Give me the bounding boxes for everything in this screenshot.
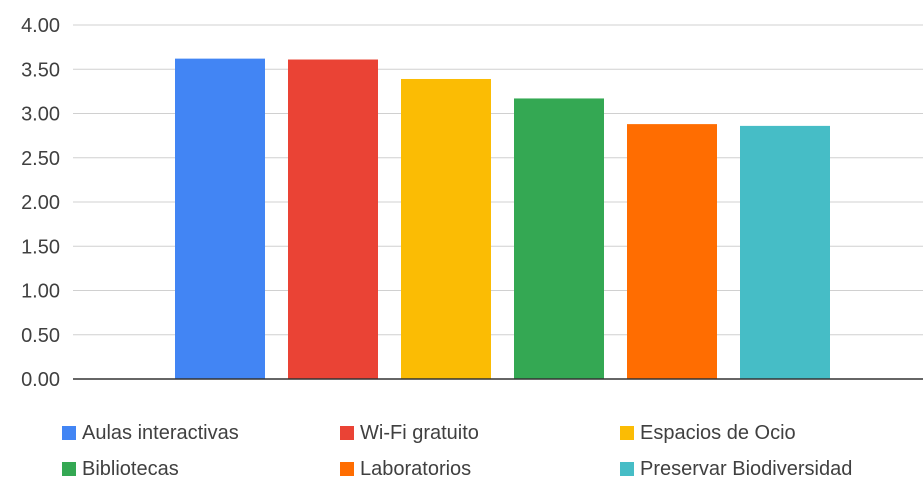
bar-laboratorios bbox=[627, 124, 717, 380]
legend-swatch-espacios-de-ocio bbox=[620, 426, 634, 440]
legend-swatch-aulas-interactivas bbox=[62, 426, 76, 440]
legend-item-aulas-interactivas: Aulas interactivas bbox=[62, 421, 239, 445]
bar-chart: 0.00 0.50 1.00 1.50 2.00 2.50 3.00 3.50 4.00 bbox=[21, 15, 923, 391]
legend-label-laboratorios: Laboratorios bbox=[360, 457, 472, 480]
y-tick-label: 0.50 bbox=[21, 325, 60, 347]
legend-swatch-preservar-biodiversidad bbox=[620, 462, 634, 476]
y-tick-label: 3.50 bbox=[21, 59, 60, 81]
legend-swatch-laboratorios bbox=[340, 462, 354, 476]
bar-preservar-biodiversidad bbox=[740, 125, 830, 379]
y-tick-label: 2.00 bbox=[21, 192, 60, 214]
y-tick-label: 1.00 bbox=[21, 281, 60, 303]
y-tick-label: 0.00 bbox=[21, 369, 60, 391]
legend-swatch-bibliotecas bbox=[62, 462, 76, 476]
bar-espacios-de-ocio bbox=[401, 78, 491, 380]
y-tick-label: 1.50 bbox=[21, 236, 60, 258]
bar-aulas-interactivas bbox=[175, 58, 265, 379]
legend-item-laboratorios: Laboratorios bbox=[340, 457, 471, 481]
legend-label-bibliotecas: Bibliotecas bbox=[82, 457, 179, 480]
legend-label-aulas-interactivas: Aulas interactivas bbox=[82, 421, 239, 444]
y-tick-label: 2.50 bbox=[21, 148, 60, 170]
legend-label-wifi-gratuito: Wi-Fi gratuito bbox=[360, 421, 479, 444]
legend-label-preservar-biodiversidad: Preservar Biodiversidad bbox=[640, 457, 853, 480]
legend-item-preservar-biodiversidad: Preservar Biodiversidad bbox=[620, 457, 852, 481]
y-tick-label: 4.00 bbox=[21, 15, 60, 37]
legend-swatch-wifi-gratuito bbox=[340, 426, 354, 440]
bar-wi-fi-gratuito bbox=[288, 59, 378, 379]
legend-item-bibliotecas: Bibliotecas bbox=[62, 457, 179, 481]
legend-item-espacios-de-ocio: Espacios de Ocio bbox=[620, 421, 796, 445]
bar-bibliotecas bbox=[514, 98, 604, 379]
legend-label-espacios-de-ocio: Espacios de Ocio bbox=[640, 421, 796, 444]
legend-item-wifi-gratuito: Wi-Fi gratuito bbox=[340, 421, 479, 445]
y-tick-label: 3.00 bbox=[21, 104, 60, 126]
